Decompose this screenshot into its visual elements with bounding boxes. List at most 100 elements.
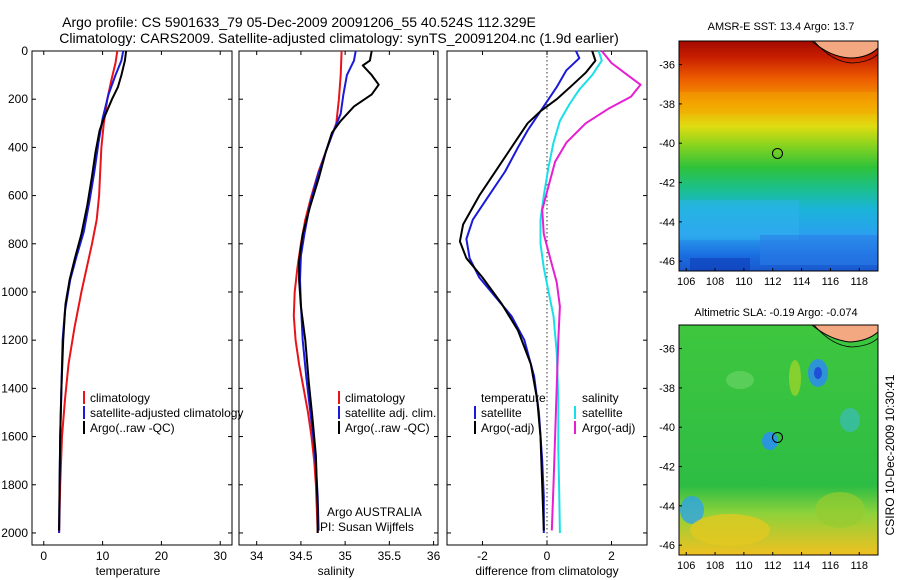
salinity-legend: climatology satellite adj. clim. Argo(..… [338, 391, 436, 435]
sla-map-ticks: 106 108 110 112 114 116 118 -36 -38 -40 -42 -44 -46 [659, 344, 868, 572]
temperature-xlabel: temperature [96, 564, 161, 578]
difference-line-temp_argo [458, 50, 597, 531]
sst_map-xtick-label: 110 [735, 276, 753, 288]
depth-ytick-label: 800 [8, 237, 28, 251]
sla_map-xtick-label: 106 [677, 560, 695, 572]
sla_map-ytick-label: -42 [659, 462, 675, 474]
temperature-legend-argo: Argo(..raw -QC) [90, 421, 175, 435]
salinity-xtick-label: 35.5 [378, 549, 402, 563]
sla-map: Altimetric SLA: -0.19 Argo: -0.074 106 10… [659, 307, 879, 572]
sst_map-ytick-label: -44 [659, 217, 675, 229]
depth-ytick-label: 600 [8, 189, 28, 203]
depth-ytick-label: 1200 [1, 333, 28, 347]
difference-legend-salinity: salinity satellite Argo(-adj) [574, 391, 635, 435]
temperature-xtick-label: 20 [155, 549, 169, 563]
sst-map-argo-marker [771, 147, 783, 159]
depth-ytick-label: 1400 [1, 381, 28, 395]
depth-ytick-label: 400 [8, 140, 28, 154]
salinity-xtick-label: 35 [338, 549, 352, 563]
depth-ytick-label: 1800 [1, 478, 28, 492]
depth-ytick-label: 200 [8, 92, 28, 106]
temperature-line-argo [58, 50, 128, 531]
salinity-line-argo [298, 50, 380, 533]
salinity-panel: 34 34.5 35 35.5 36 salinity climatology sate… [238, 50, 441, 578]
difference-legend-temp-header: temperature [481, 391, 546, 405]
temperature-ticks: 0 10 20 30 0 200 400 600 800 1000 1200 1400 1600 1800… [1, 44, 232, 563]
salinity-annotation-argo-australia: Argo AUSTRALIA [327, 505, 422, 519]
salinity-legend-satellite: satellite adj. clim. [345, 406, 436, 420]
difference-xtick-label: 0 [544, 549, 551, 563]
sla_map-xtick-label: 114 [793, 560, 811, 572]
depth-ytick-label: 1600 [1, 430, 28, 444]
sla_map-xtick-label: 116 [822, 560, 840, 572]
difference-legend-temp-argo: Argo(-adj) [481, 421, 534, 435]
sst_map-xtick-label: 106 [677, 276, 695, 288]
sst-map-field [679, 41, 878, 271]
sst_map-xtick-label: 112 [764, 276, 782, 288]
sla_map-xtick-label: 110 [735, 560, 753, 572]
difference-xtick-label: -2 [477, 549, 488, 563]
temperature-line-satellite [58, 50, 125, 534]
salinity-xtick-label: 34.5 [289, 549, 313, 563]
difference-ticks: -2 0 2 [447, 50, 647, 563]
sla_map-ytick-label: -44 [659, 501, 675, 513]
depth-ytick-label: 0 [21, 44, 28, 58]
difference-xtick-label: 2 [608, 549, 615, 563]
figure-title-line2: Climatology: CARS2009. Satellite-adjuste… [59, 30, 619, 46]
sla_map-xtick-label: 112 [764, 560, 782, 572]
figure-title-line1: Argo profile: CS 5901633_79 05-Dec-2009 … [62, 14, 536, 30]
salinity-ticks: 34 34.5 35 35.5 36 [239, 50, 441, 563]
sst_map-ytick-label: -38 [659, 99, 675, 111]
difference-line-temp_satellite [465, 50, 581, 533]
salinity-xlabel: salinity [318, 564, 355, 578]
sla-map-frame [678, 324, 879, 556]
sla_map-ytick-label: -40 [659, 422, 675, 434]
sst-map-landmass [810, 40, 879, 59]
difference-line-sal_satellite [539, 50, 603, 534]
sla_map-ytick-label: -38 [659, 383, 675, 395]
difference-legend-sal-satellite: satellite [582, 406, 623, 420]
temperature-legend-satellite: satellite-adjusted climatology [90, 406, 243, 420]
sst_map-xtick-label: 116 [822, 276, 840, 288]
difference-legend-temperature: temperature satellite Argo(-adj) [474, 391, 546, 435]
temperature-legend-climatology: climatology [90, 391, 150, 405]
temperature-lines [58, 50, 128, 534]
sst_map-ytick-label: -40 [659, 138, 675, 150]
sla-map-landmass [810, 324, 879, 343]
sst_map-ytick-label: -46 [659, 256, 675, 268]
difference-line-sal_argo [541, 50, 642, 531]
temperature-panel: 0 10 20 30 0 200 400 600 800 1000 1200 1400 1600 1800… [1, 44, 243, 578]
salinity-xtick-label: 34 [250, 549, 264, 563]
sst_map-ytick-label: -36 [659, 60, 675, 72]
sst_map-xtick-label: 108 [706, 276, 724, 288]
temperature-legend: climatology satellite-adjusted climatolo… [83, 391, 243, 435]
difference-panel: -2 0 2 difference from climatology tempera… [446, 50, 648, 578]
depth-ytick-label: 2000 [1, 526, 28, 540]
sla-map-argo-marker [771, 431, 783, 443]
temperature-xtick-label: 30 [214, 549, 228, 563]
difference-legend-temp-satellite: satellite [481, 406, 522, 420]
difference-xlabel: difference from climatology [475, 564, 618, 578]
sst-map-ticks: 106 108 110 112 114 116 118 -36 -38 -40 -42 -44 -46 [659, 60, 868, 288]
sla-map-title: Altimetric SLA: -0.19 Argo: -0.074 [694, 307, 857, 319]
difference-legend-sal-argo: Argo(-adj) [582, 421, 635, 435]
salinity-annotation-pi: PI: Susan Wijffels [320, 520, 414, 534]
salinity-line-satellite [299, 50, 357, 531]
sst_map-xtick-label: 114 [793, 276, 811, 288]
difference-lines [458, 50, 642, 534]
salinity-legend-argo: Argo(..raw -QC) [345, 421, 430, 435]
salinity-lines [292, 50, 380, 534]
salinity-legend-climatology: climatology [345, 391, 405, 405]
temperature-axes-frame [31, 50, 233, 546]
sst_map-xtick-label: 118 [850, 276, 868, 288]
sst-map-title: AMSR-E SST: 13.4 Argo: 13.7 [708, 21, 855, 33]
side-timestamp-label: CSIRO 10-Dec-2009 10:30:41 [883, 374, 897, 535]
sst-map-frame [678, 40, 879, 272]
sst-map: AMSR-E SST: 13.4 Argo: 13.7 106 108 110 112… [659, 21, 879, 288]
sla_map-xtick-label: 118 [850, 560, 868, 572]
temperature-xtick-label: 10 [96, 549, 110, 563]
salinity-xtick-label: 36 [427, 549, 441, 563]
sla_map-ytick-label: -46 [659, 540, 675, 552]
depth-ytick-label: 1000 [1, 285, 28, 299]
